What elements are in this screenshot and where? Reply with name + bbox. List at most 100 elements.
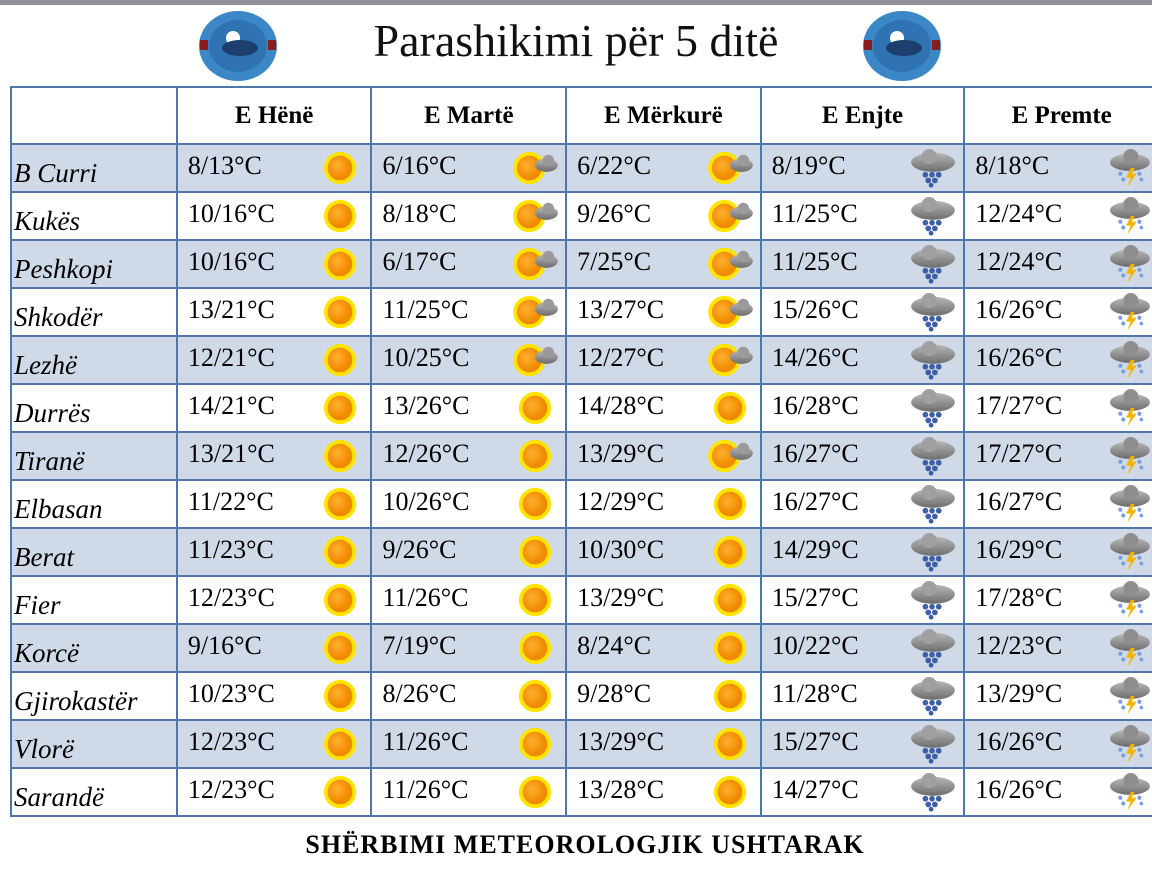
forecast-cell: 10/23°C	[175, 671, 373, 721]
day-header: E Mërkurë	[565, 86, 762, 145]
forecast-cell: 10/16°C	[175, 191, 373, 241]
temperature: 16/26°C	[975, 295, 1063, 324]
forecast-cell: 12/23°C	[963, 623, 1152, 673]
temperature: 6/16°C	[382, 151, 457, 180]
city-name: Tiranë	[10, 431, 178, 481]
forecast-cell: 13/29°C	[565, 719, 762, 769]
thunderstorm-icon	[1109, 725, 1150, 764]
sun-icon	[324, 439, 357, 473]
forecast-cell: 16/26°C	[963, 719, 1152, 769]
temperature: 10/16°C	[187, 247, 275, 276]
temperature: 16/28°C	[771, 391, 859, 420]
table-row: Vlorë 12/23°C 11/26°C 13/29°C 15/27°C 16/26°C	[10, 719, 1152, 769]
day-header: E Premte	[963, 86, 1152, 145]
rain-cloud-icon	[911, 677, 956, 716]
table-row: B Curri 8/13°C 6/16°C 6/22°C 8/19°C 8/18°C	[10, 143, 1152, 193]
temperature: 8/19°C	[771, 151, 846, 180]
sun-icon	[324, 343, 357, 377]
sun-icon	[324, 199, 357, 233]
table-row: Sarandë 12/23°C 11/26°C 13/28°C 14/27°C 16/26…	[10, 767, 1152, 817]
forecast-cell: 13/21°C	[175, 431, 373, 481]
forecast-cell: 11/22°C	[175, 479, 373, 529]
sun-cloud-icon	[513, 295, 558, 329]
forecast-table: E Hënë E Martë E Mërkurë E Enjte E Premte B …	[10, 86, 1152, 817]
sun-icon	[518, 775, 552, 809]
temperature: 17/28°C	[975, 583, 1063, 612]
forecast-cell: 9/26°C	[565, 191, 762, 241]
forecast-cell: 11/26°C	[370, 767, 568, 817]
forecast-cell: 11/25°C	[370, 287, 568, 337]
forecast-cell: 15/27°C	[759, 719, 966, 769]
forecast-cell: 13/29°C	[565, 575, 762, 625]
sun-cloud-icon	[513, 199, 558, 233]
temperature: 16/26°C	[975, 775, 1063, 804]
sun-cloud-icon	[513, 247, 558, 281]
forecast-cell: 8/18°C	[370, 191, 568, 241]
temperature: 15/27°C	[771, 583, 859, 612]
forecast-cell: 11/25°C	[759, 191, 966, 241]
footer-text: SHËRBIMI METEOROLOGJIK USHTARAK	[305, 830, 865, 859]
forecast-cell: 12/24°C	[963, 239, 1152, 289]
forecast-cell: 11/28°C	[759, 671, 966, 721]
sun-cloud-icon	[707, 247, 753, 281]
temperature: 16/26°C	[975, 343, 1063, 372]
forecast-cell: 10/30°C	[565, 527, 762, 577]
sun-icon	[713, 583, 746, 617]
rain-cloud-icon	[911, 773, 956, 812]
sun-icon	[518, 487, 552, 521]
forecast-cell: 10/25°C	[370, 335, 568, 385]
thunderstorm-icon	[1109, 581, 1150, 620]
sun-cloud-icon	[707, 343, 753, 377]
temperature: 16/27°C	[771, 439, 859, 468]
forecast-cell: 8/19°C	[759, 143, 966, 193]
top-bar	[0, 0, 1152, 5]
temperature: 6/22°C	[577, 151, 652, 180]
sun-cloud-icon	[513, 151, 558, 185]
table-row: Lezhë 12/21°C 10/25°C 12/27°C 14/26°C 16/26°C	[10, 335, 1152, 385]
temperature: 13/29°C	[577, 439, 665, 468]
sun-cloud-icon	[513, 343, 558, 377]
forecast-cell: 12/23°C	[175, 719, 373, 769]
thunderstorm-icon	[1109, 533, 1150, 572]
forecast-cell: 13/26°C	[370, 383, 568, 433]
sun-cloud-icon	[707, 439, 753, 473]
rain-cloud-icon	[911, 341, 956, 380]
sun-icon	[713, 679, 746, 713]
thunderstorm-icon	[1109, 245, 1150, 284]
forecast-cell: 11/26°C	[370, 575, 568, 625]
forecast-cell: 17/28°C	[963, 575, 1152, 625]
city-name: Shkodër	[10, 287, 178, 337]
city-name: Peshkopi	[10, 239, 178, 289]
thunderstorm-icon	[1109, 149, 1150, 188]
temperature: 14/21°C	[187, 391, 275, 420]
temperature: 13/21°C	[187, 439, 275, 468]
temperature: 8/13°C	[187, 151, 262, 180]
rain-cloud-icon	[911, 245, 956, 284]
sun-icon	[713, 391, 746, 425]
temperature: 10/23°C	[187, 679, 275, 708]
forecast-cell: 16/26°C	[963, 767, 1152, 817]
forecast-cell: 13/29°C	[565, 431, 762, 481]
sun-icon	[518, 439, 552, 473]
sun-icon	[324, 487, 357, 521]
temperature: 12/23°C	[187, 775, 275, 804]
temperature: 17/27°C	[975, 439, 1063, 468]
city-name: Durrës	[10, 383, 178, 433]
temperature: 7/25°C	[577, 247, 652, 276]
day-header: E Martë	[370, 86, 568, 145]
forecast-cell: 16/27°C	[759, 431, 966, 481]
temperature: 12/23°C	[187, 727, 275, 756]
rain-cloud-icon	[911, 389, 956, 428]
temperature: 12/24°C	[975, 199, 1063, 228]
thunderstorm-icon	[1109, 341, 1150, 380]
rain-cloud-icon	[911, 485, 956, 524]
sun-icon	[324, 151, 357, 185]
table-row: Peshkopi 10/16°C 6/17°C 7/25°C 11/25°C 12/24°…	[10, 239, 1152, 289]
temperature: 7/19°C	[382, 631, 457, 660]
logo-right	[863, 11, 941, 81]
forecast-cell: 16/26°C	[963, 335, 1152, 385]
forecast-cell: 13/28°C	[565, 767, 762, 817]
forecast-cell: 12/23°C	[175, 575, 373, 625]
thunderstorm-icon	[1109, 629, 1150, 668]
forecast-cell: 14/28°C	[565, 383, 762, 433]
